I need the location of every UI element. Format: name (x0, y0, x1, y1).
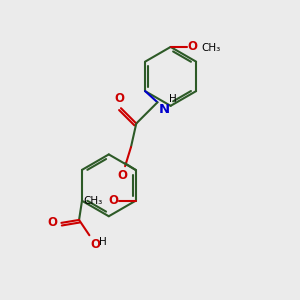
Text: H: H (99, 237, 107, 247)
Text: CH₃: CH₃ (83, 196, 103, 206)
Text: O: O (47, 216, 57, 230)
Text: O: O (188, 40, 197, 53)
Text: O: O (109, 194, 119, 207)
Text: N: N (159, 103, 170, 116)
Text: CH₃: CH₃ (202, 43, 221, 52)
Text: O: O (118, 169, 128, 182)
Text: O: O (115, 92, 124, 105)
Text: H: H (169, 94, 176, 104)
Text: O: O (91, 238, 100, 250)
